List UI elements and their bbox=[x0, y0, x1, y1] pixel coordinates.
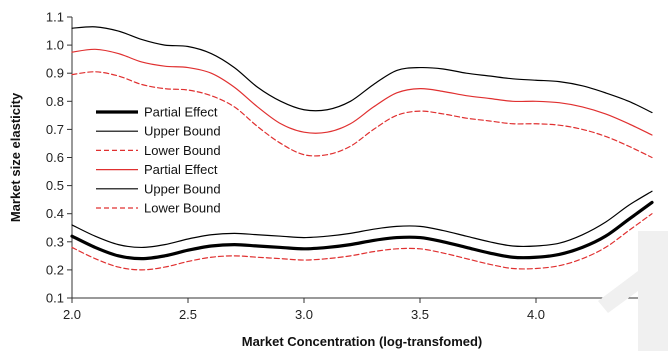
series-line-5 bbox=[71, 71, 653, 159]
x-tick-label: 3.5 bbox=[411, 307, 429, 322]
series-line-2 bbox=[71, 213, 653, 271]
y-tick-label: 0.5 bbox=[46, 178, 64, 193]
y-axis-title: Market size elasticity bbox=[8, 92, 23, 222]
legend-label: Lower Bound bbox=[144, 143, 221, 158]
legend-label: Partial Effect bbox=[144, 105, 218, 120]
legend: Partial Effect Upper Bound Lower Bound Part… bbox=[96, 105, 221, 216]
y-tick-label: 0.3 bbox=[46, 234, 64, 249]
y-tick-label: 0.8 bbox=[46, 94, 64, 109]
y-tick-label: 0.6 bbox=[46, 150, 64, 165]
legend-label: Upper Bound bbox=[144, 124, 221, 139]
series-line-0 bbox=[70, 200, 654, 261]
legend-label: Partial Effect bbox=[144, 162, 218, 177]
x-tick-label: 2.0 bbox=[63, 307, 81, 322]
axes: 0.1 0.2 0.3 0.4 0.5 0.6 0.7 0.8 0.9 1.0 1.1 2.0 2.5 3… bbox=[46, 10, 661, 323]
series-line-4 bbox=[71, 26, 653, 114]
legend-label: Upper Bound bbox=[144, 181, 221, 196]
x-tick-label: 2.5 bbox=[179, 307, 197, 322]
watermark-logo-icon bbox=[598, 231, 668, 351]
y-tick-label: 0.1 bbox=[46, 291, 64, 306]
y-tick-label: 0.4 bbox=[46, 206, 64, 221]
x-tick-label: 3.0 bbox=[295, 307, 313, 322]
legend-label: Lower Bound bbox=[144, 201, 221, 216]
y-tick-label: 0.2 bbox=[46, 262, 64, 277]
series-line-3 bbox=[71, 48, 653, 136]
y-tick-label: 1.1 bbox=[46, 10, 64, 25]
series-layer bbox=[70, 26, 654, 271]
x-axis-title: Market Concentration (log-transfomed) bbox=[242, 334, 483, 349]
y-tick-label: 0.9 bbox=[46, 66, 64, 81]
y-tick-label: 0.7 bbox=[46, 122, 64, 137]
x-tick-label: 4.0 bbox=[527, 307, 545, 322]
series-line-1 bbox=[71, 190, 653, 249]
y-tick-label: 1.0 bbox=[46, 38, 64, 53]
